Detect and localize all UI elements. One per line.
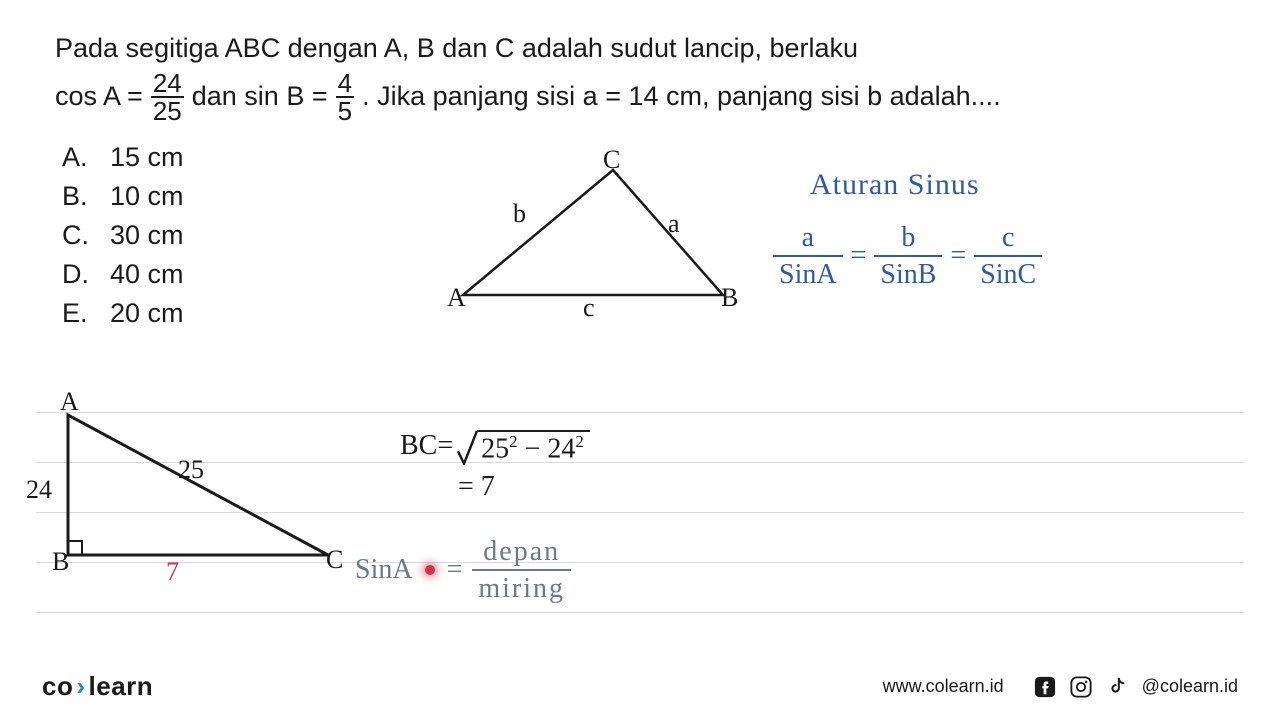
vertex-B-label: B	[721, 283, 738, 313]
sinA-definition: SinA = depan miring	[355, 537, 571, 604]
cos-num: 24	[151, 70, 184, 96]
between-text: dan sin B =	[192, 76, 328, 118]
side-AB-label: 24	[26, 475, 52, 505]
bc-lhs: BC=	[400, 430, 453, 462]
laser-pointer-dot	[425, 565, 435, 575]
side-BC-label: 7	[166, 557, 179, 587]
brand-logo: co›learn	[42, 671, 153, 702]
frac-den: SinA	[773, 255, 843, 289]
sqrt-expression: 252 − 242	[459, 430, 590, 465]
vertex-A-label: A	[447, 283, 466, 313]
depan-miring-fraction: depan miring	[472, 537, 571, 604]
ruled-line	[36, 612, 1244, 613]
cos-den: 25	[151, 96, 184, 124]
footer: co›learn www.colearn.id @colearn.id	[0, 671, 1280, 702]
question-line-2: cos A = 24 25 dan sin B = 4 5 . Jika pan…	[55, 70, 1240, 124]
equals-sign: =	[950, 240, 966, 272]
equals-sign: =	[851, 240, 867, 272]
frac-c-sinC: c SinC	[974, 223, 1042, 290]
right-angle-mark	[68, 541, 82, 555]
option-text: 10 cm	[110, 177, 184, 216]
side-c-label: c	[583, 293, 595, 323]
frac-den: SinC	[974, 255, 1042, 289]
question-line-1: Pada segitiga ABC dengan A, B dan C adal…	[55, 28, 1240, 70]
frac-a-sinA: a SinA	[773, 223, 843, 290]
right-triangle-svg	[48, 395, 348, 595]
option-text: 30 cm	[110, 216, 184, 255]
vertex-B-label: B	[52, 547, 69, 577]
radicand: 252 − 242	[477, 430, 590, 465]
option-letter: A.	[62, 138, 92, 177]
frac-den: miring	[472, 569, 571, 603]
tiktok-icon	[1106, 676, 1128, 698]
rad-a: 25	[481, 433, 509, 464]
facebook-icon	[1034, 676, 1056, 698]
brand-part-2: learn	[89, 671, 154, 701]
footer-right: www.colearn.id @colearn.id	[883, 676, 1238, 698]
frac-num: depan	[477, 537, 566, 569]
sq: 2	[575, 432, 583, 451]
option-letter: C.	[62, 216, 92, 255]
vertex-A-label: A	[60, 387, 79, 417]
cos-fraction: 24 25	[151, 70, 184, 124]
frac-num: b	[895, 223, 921, 255]
frac-den: SinB	[874, 255, 942, 289]
brand-part-1: co	[42, 671, 73, 701]
equals-sign: =	[447, 554, 463, 586]
triangle-abc-shape	[463, 170, 723, 295]
option-letter: D.	[62, 255, 92, 294]
sq: 2	[509, 432, 517, 451]
brand-separator: ›	[73, 671, 88, 701]
bc-result: = 7	[458, 471, 590, 503]
cos-lhs: cos A =	[55, 76, 143, 118]
question-text-2: . Jika panjang sisi a = 14 cm, panjang s…	[362, 76, 1001, 118]
sqrt-symbol	[457, 430, 479, 465]
vertex-C-label: C	[326, 545, 343, 575]
side-b-label: b	[513, 199, 526, 229]
sinus-rule-equation: a SinA = b SinB = c SinC	[773, 223, 1042, 290]
vertex-C-label: C	[603, 145, 620, 175]
option-text: 40 cm	[110, 255, 184, 294]
side-AC-label: 25	[178, 455, 204, 485]
triangle-abc-svg	[453, 155, 733, 315]
triangle-abc-diagram: A B C b a c	[453, 155, 733, 315]
right-triangle-shape	[68, 415, 328, 555]
option-letter: B.	[62, 177, 92, 216]
sinus-rule-title: Aturan Sinus	[810, 168, 980, 202]
option-text: 20 cm	[110, 294, 184, 333]
sin-num: 4	[336, 70, 354, 96]
question-text-1: Pada segitiga ABC dengan A, B dan C adal…	[55, 28, 858, 70]
minus: −	[525, 433, 541, 464]
option-letter: E.	[62, 294, 92, 333]
footer-handle: @colearn.id	[1142, 676, 1238, 697]
frac-num: a	[796, 223, 820, 255]
question-block: Pada segitiga ABC dengan A, B dan C adal…	[0, 0, 1280, 124]
sin-fraction: 4 5	[336, 70, 354, 124]
rad-b: 24	[547, 433, 575, 464]
right-triangle-diagram: A B C 24 25 7	[48, 395, 348, 595]
sinA-lhs: SinA	[355, 554, 413, 586]
footer-url: www.colearn.id	[883, 676, 1004, 697]
frac-num: c	[996, 223, 1020, 255]
frac-b-sinB: b SinB	[874, 223, 942, 290]
bc-calculation: BC= 252 − 242 = 7	[400, 430, 590, 503]
side-a-label: a	[668, 209, 680, 239]
option-text: 15 cm	[110, 138, 184, 177]
instagram-icon	[1070, 676, 1092, 698]
sin-den: 5	[336, 96, 354, 124]
